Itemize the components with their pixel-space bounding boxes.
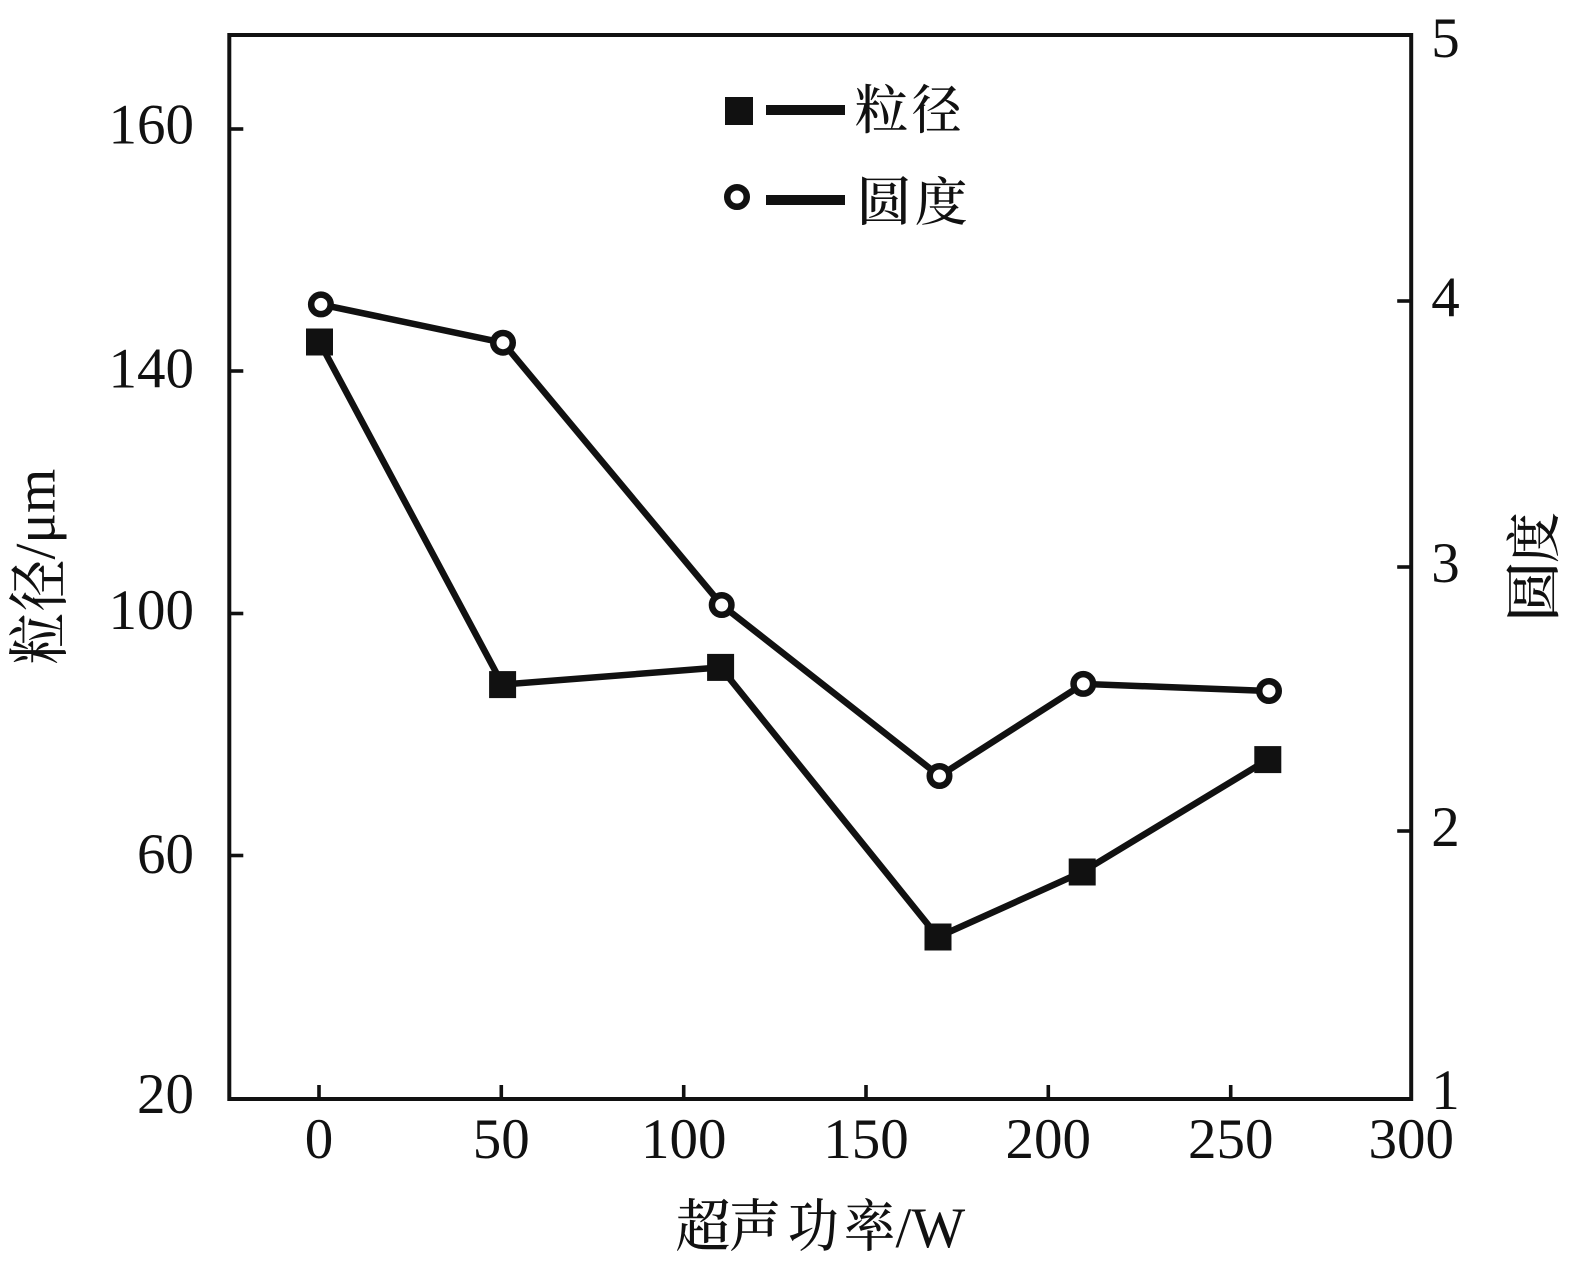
- svg-text:200: 200: [1006, 1108, 1092, 1171]
- svg-text:3: 3: [1431, 532, 1460, 595]
- svg-text:150: 150: [823, 1108, 909, 1171]
- svg-text:4: 4: [1431, 267, 1460, 330]
- svg-text:100: 100: [109, 579, 195, 642]
- svg-text:250: 250: [1188, 1108, 1274, 1171]
- svg-text:2: 2: [1431, 796, 1460, 859]
- svg-text:300: 300: [1369, 1108, 1455, 1171]
- svg-text:/μm: /μm: [5, 469, 68, 560]
- svg-text:/W: /W: [896, 1197, 966, 1260]
- svg-text:5: 5: [1431, 7, 1460, 70]
- svg-text:160: 160: [109, 94, 195, 157]
- svg-text:140: 140: [109, 338, 195, 401]
- svg-text:0: 0: [305, 1108, 334, 1171]
- svg-text:60: 60: [137, 823, 194, 886]
- svg-text:1: 1: [1431, 1059, 1460, 1122]
- svg-text:20: 20: [137, 1063, 194, 1126]
- svg-text:50: 50: [473, 1108, 530, 1171]
- svg-text:100: 100: [641, 1108, 727, 1171]
